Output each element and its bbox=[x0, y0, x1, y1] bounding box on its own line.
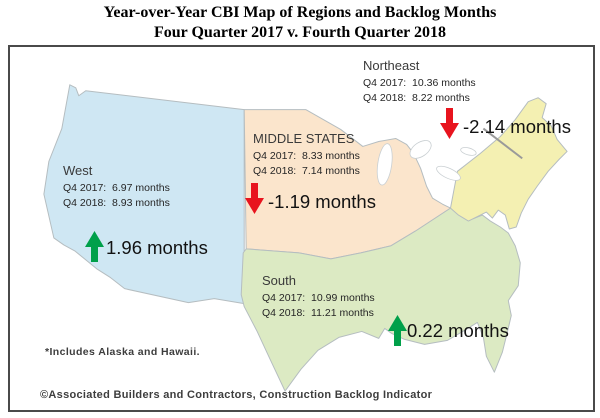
northeast-q4-2017: Q4 2017: 10.36 months bbox=[363, 77, 476, 89]
middle-states-region-name: MIDDLE STATES bbox=[253, 131, 355, 146]
lake-huron bbox=[409, 140, 432, 159]
copyright: ©Associated Builders and Contractors, Co… bbox=[40, 389, 433, 401]
middle-states-label-block: MIDDLE STATES Q4 2017: 8.33 months Q4 20… bbox=[253, 131, 360, 179]
lake-michigan bbox=[376, 143, 393, 186]
west-q4-2017: Q4 2017: 6.97 months bbox=[63, 182, 170, 194]
northeast-label-block: Northeast Q4 2017: 10.36 months Q4 2018:… bbox=[363, 58, 476, 106]
region-northeast-shape bbox=[449, 97, 568, 230]
south-region-name: South bbox=[262, 273, 296, 288]
south-q4-2017: Q4 2017: 10.99 months bbox=[262, 292, 375, 304]
footnote: *Includes Alaska and Hawaii. bbox=[45, 346, 200, 358]
chart-title: Year-over-Year CBI Map of Regions and Ba… bbox=[0, 3, 600, 43]
west-up-arrow-icon bbox=[85, 231, 104, 262]
west-label-block: West Q4 2017: 6.97 months Q4 2018: 8.93 … bbox=[63, 163, 170, 211]
northeast-down-arrow-icon bbox=[440, 108, 459, 139]
south-label-block: South Q4 2017: 10.99 months Q4 2018: 11.… bbox=[262, 273, 375, 321]
west-q4-2018: Q4 2018: 8.93 months bbox=[63, 197, 170, 209]
lake-erie bbox=[436, 165, 461, 181]
south-up-arrow-icon bbox=[388, 315, 407, 346]
middle-states-down-arrow-icon bbox=[245, 183, 264, 214]
title-line-1: Year-over-Year CBI Map of Regions and Ba… bbox=[103, 4, 497, 21]
lake-ontario bbox=[460, 147, 477, 156]
south-q4-2018: Q4 2018: 11.21 months bbox=[262, 307, 374, 319]
middle-states-q4-2017: Q4 2017: 8.33 months bbox=[253, 150, 360, 162]
northeast-change-label: -2.14 months bbox=[463, 116, 571, 137]
northeast-region-name: Northeast bbox=[363, 58, 420, 73]
middle-states-q4-2018: Q4 2018: 7.14 months bbox=[253, 165, 360, 177]
northeast-callout-line bbox=[482, 127, 523, 160]
northeast-q4-2018: Q4 2018: 8.22 months bbox=[363, 92, 470, 104]
south-change-label: 0.22 months bbox=[407, 320, 509, 341]
map-frame: Northeast Q4 2017: 10.36 months Q4 2018:… bbox=[8, 45, 595, 412]
middle-states-change-label: -1.19 months bbox=[268, 191, 376, 212]
west-change-label: 1.96 months bbox=[106, 237, 208, 258]
west-region-name: West bbox=[63, 163, 93, 178]
title-line-2: Four Quarter 2017 v. Fourth Quarter 2018 bbox=[154, 24, 446, 41]
